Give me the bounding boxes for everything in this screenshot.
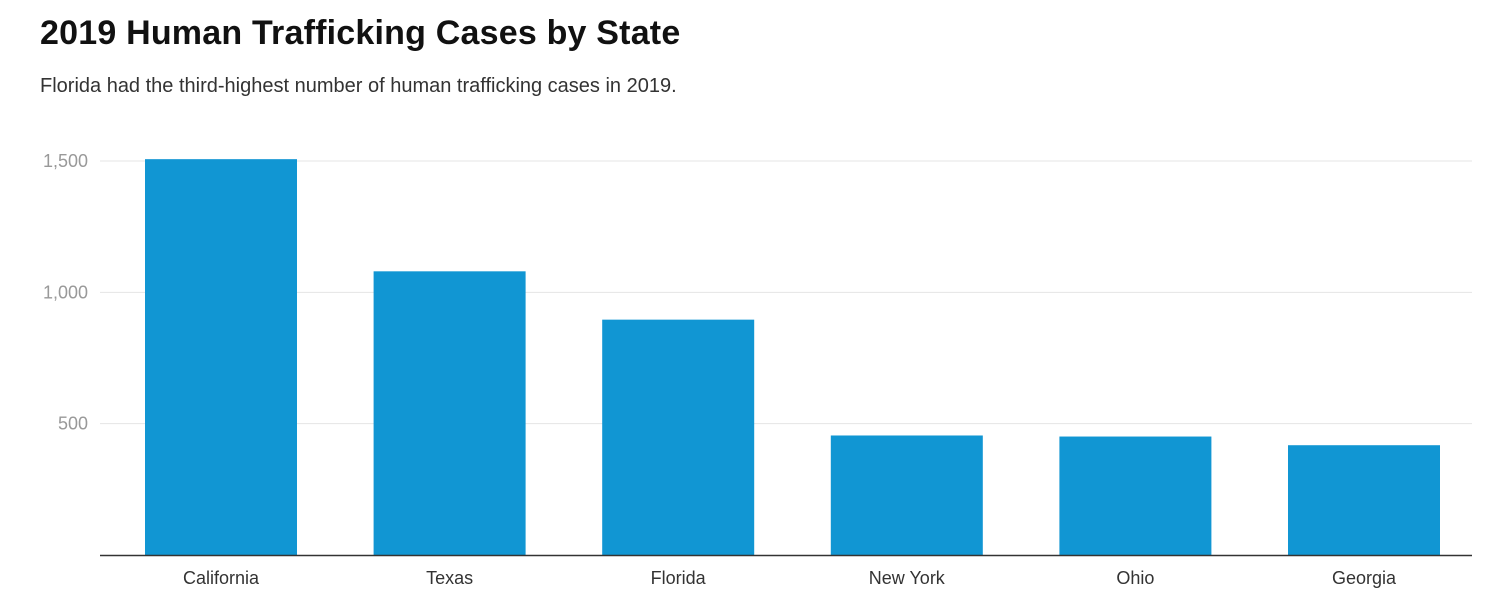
y-tick-label: 1,000: [43, 282, 88, 302]
x-category-label: New York: [869, 568, 946, 588]
chart-title: 2019 Human Trafficking Cases by State: [40, 14, 681, 52]
bars: [145, 159, 1440, 556]
bar-ohio: [1059, 436, 1212, 555]
x-category-label: Florida: [651, 568, 707, 588]
y-tick-label: 500: [58, 414, 88, 434]
chart-subtitle: Florida had the third-highest number of …: [40, 75, 677, 97]
bar-georgia: [1288, 445, 1440, 555]
bar-california: [145, 159, 297, 556]
y-axis-ticks: 500 1,000 1,500: [43, 151, 88, 434]
y-tick-label: 1,500: [43, 151, 88, 171]
gridlines: [100, 160, 1472, 425]
bar-texas: [373, 271, 526, 555]
x-category-label: Texas: [426, 568, 473, 588]
bar-new-york: [830, 435, 983, 555]
x-category-label: California: [183, 568, 260, 588]
x-category-label: Ohio: [1116, 568, 1154, 588]
x-category-label: Georgia: [1332, 568, 1397, 588]
x-axis-categories: California Texas Florida New York Ohio Georgi…: [183, 568, 1397, 588]
bar-florida: [602, 319, 755, 555]
